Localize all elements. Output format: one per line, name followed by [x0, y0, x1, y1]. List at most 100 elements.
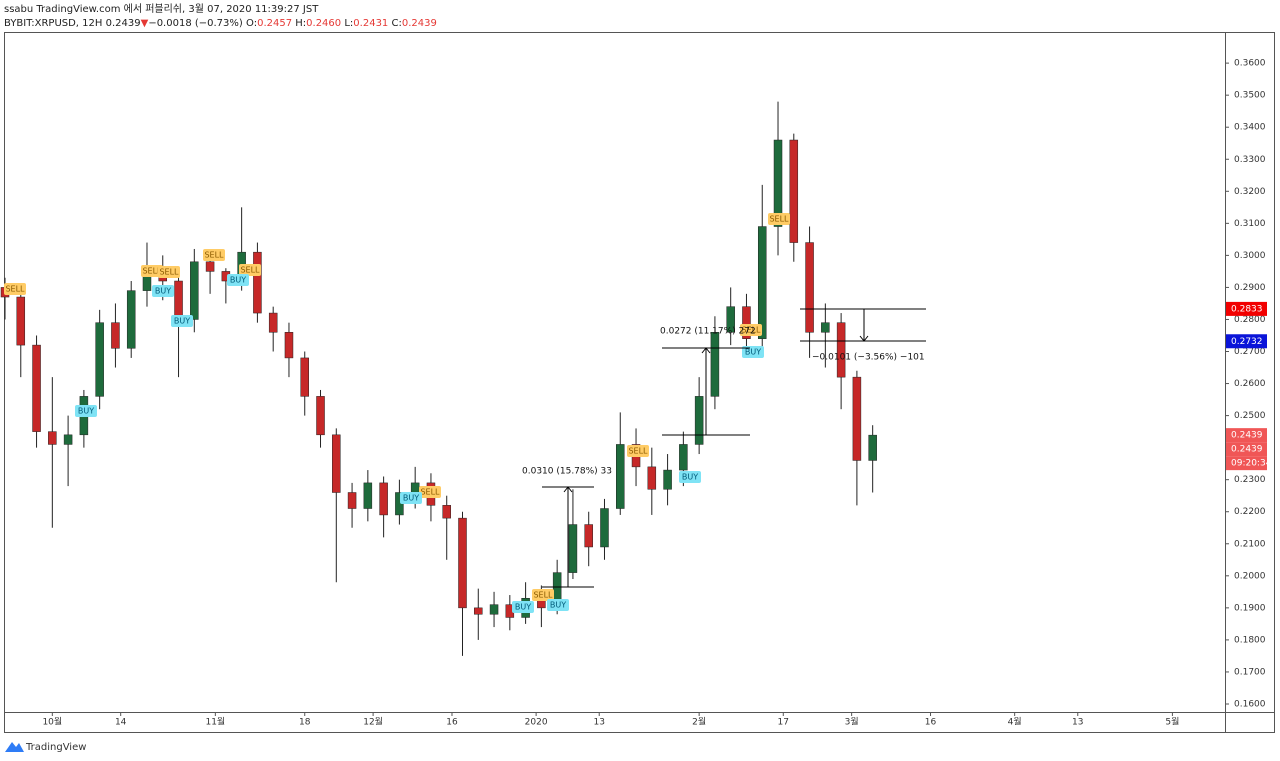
candle-body [584, 524, 593, 548]
candle-body [32, 344, 41, 432]
signal-label: SELL [741, 326, 761, 335]
signal-label: SELL [420, 488, 440, 497]
y-tick-label: 0.3300 [1234, 155, 1266, 165]
down-icon: ▼ [140, 18, 149, 29]
candle-body [300, 357, 309, 397]
signal-label: BUY [745, 348, 761, 357]
brand: TradingView [25, 742, 86, 753]
candle-body [710, 332, 720, 397]
candle-body [868, 434, 877, 461]
candle-body [852, 376, 862, 461]
y-tick-label: 0.3600 [1234, 59, 1266, 69]
price-badge [1226, 428, 1267, 443]
candle-body [726, 306, 735, 333]
signal-label: SELL [628, 447, 648, 456]
x-tick-label: 3월 [845, 716, 859, 728]
signal-badge [141, 265, 163, 277]
candle-body [16, 296, 26, 346]
signal-label: BUY [682, 473, 698, 482]
signal-badge [75, 405, 97, 417]
signal-badge [152, 285, 174, 297]
candle-body [789, 139, 799, 243]
y-tick-label: 0.2500 [1234, 411, 1266, 421]
signal-label: BUY [403, 494, 419, 503]
signal-badge [627, 445, 649, 457]
x-tick-label: 2월 [692, 716, 706, 728]
l: 0.2431 [353, 18, 389, 29]
measure-label: −0.0101 (−3.56%) −101 [812, 353, 925, 363]
h: 0.2460 [306, 18, 342, 29]
y-tick-label: 0.1900 [1234, 603, 1266, 613]
signal-badge [203, 249, 225, 261]
y-tick-label: 0.3400 [1234, 123, 1266, 133]
last: 0.2439 [105, 18, 141, 29]
candle-body [379, 482, 388, 516]
signal-label: BUY [515, 603, 531, 612]
signal-label: SELL [204, 251, 224, 260]
candle-body [205, 261, 215, 272]
logo: TradingView [5, 742, 86, 753]
measure-label: 0.0272 (11.17%) 272 [660, 327, 756, 337]
candle-body [805, 242, 814, 333]
x-tick-label: 5월 [1165, 716, 1179, 728]
x-tick-label: 11월 [205, 716, 225, 728]
y-tick-label: 0.2600 [1234, 379, 1266, 389]
h-label: H: [295, 18, 307, 29]
signal-label: BUY [78, 407, 94, 416]
signal-badge [679, 471, 701, 483]
o-label: O: [246, 18, 258, 29]
candle-body [190, 261, 199, 320]
x-tick-label: 13 [1072, 718, 1083, 728]
logo-icon [5, 742, 24, 752]
signal-badge [4, 283, 26, 295]
candle-body [174, 280, 183, 320]
candle-body [95, 322, 104, 397]
price-badge-label: 0.2833 [1231, 304, 1263, 314]
signal-label: BUY [550, 601, 566, 610]
candle-body [647, 466, 657, 490]
candle-body [63, 434, 73, 445]
frame [4, 32, 1275, 733]
signal-label: SELL [5, 285, 25, 294]
candle-body [757, 226, 767, 339]
candle-body [694, 396, 704, 445]
change: −0.0018 (−0.73%) [148, 18, 243, 29]
o: 0.2457 [257, 18, 293, 29]
y-tick-label: 0.3500 [1234, 91, 1266, 101]
candle-body [474, 607, 483, 615]
x-tick-label: 18 [299, 718, 311, 728]
publisher: ssabu TradingView.com 에서 퍼블리쉬, 3월 07, 20… [4, 4, 319, 15]
signal-label: BUY [174, 317, 190, 326]
candle-body [663, 469, 672, 490]
signal-badge [419, 486, 441, 498]
y-tick-label: 0.2700 [1234, 347, 1266, 357]
y-tick-label: 0.1800 [1234, 635, 1266, 645]
price-badge-label: 0.2732 [1231, 337, 1263, 347]
candle-body [410, 482, 420, 493]
candle-body [568, 524, 578, 573]
signal-badge [532, 589, 554, 601]
x-tick-label: 17 [778, 718, 789, 728]
x-tick-label: 4월 [1008, 716, 1022, 728]
signal-badge [158, 266, 180, 278]
candle-body [836, 322, 846, 378]
measure-arrowhead [701, 347, 711, 354]
candle-body [442, 505, 451, 519]
y-tick-label: 0.2100 [1234, 539, 1266, 549]
y-tick-label: 0.2000 [1234, 571, 1266, 581]
candle-body [600, 508, 609, 548]
signal-label: BUY [230, 276, 246, 285]
price-badge [1226, 334, 1267, 349]
y-tick-label: 0.2200 [1234, 507, 1266, 517]
candle-body [616, 444, 625, 509]
price-badge-label: 0.2439 [1231, 431, 1263, 441]
signal-badge [400, 492, 422, 504]
symbol: BYBIT:XRPUSD, 12H [4, 18, 103, 29]
countdown: 09:20:34 [1231, 459, 1272, 469]
candle-body [111, 322, 120, 349]
y-tick-label: 0.3200 [1234, 187, 1266, 197]
signal-label: SELL [142, 267, 162, 276]
candle-body [742, 306, 751, 339]
measure-arrowhead [859, 335, 869, 342]
